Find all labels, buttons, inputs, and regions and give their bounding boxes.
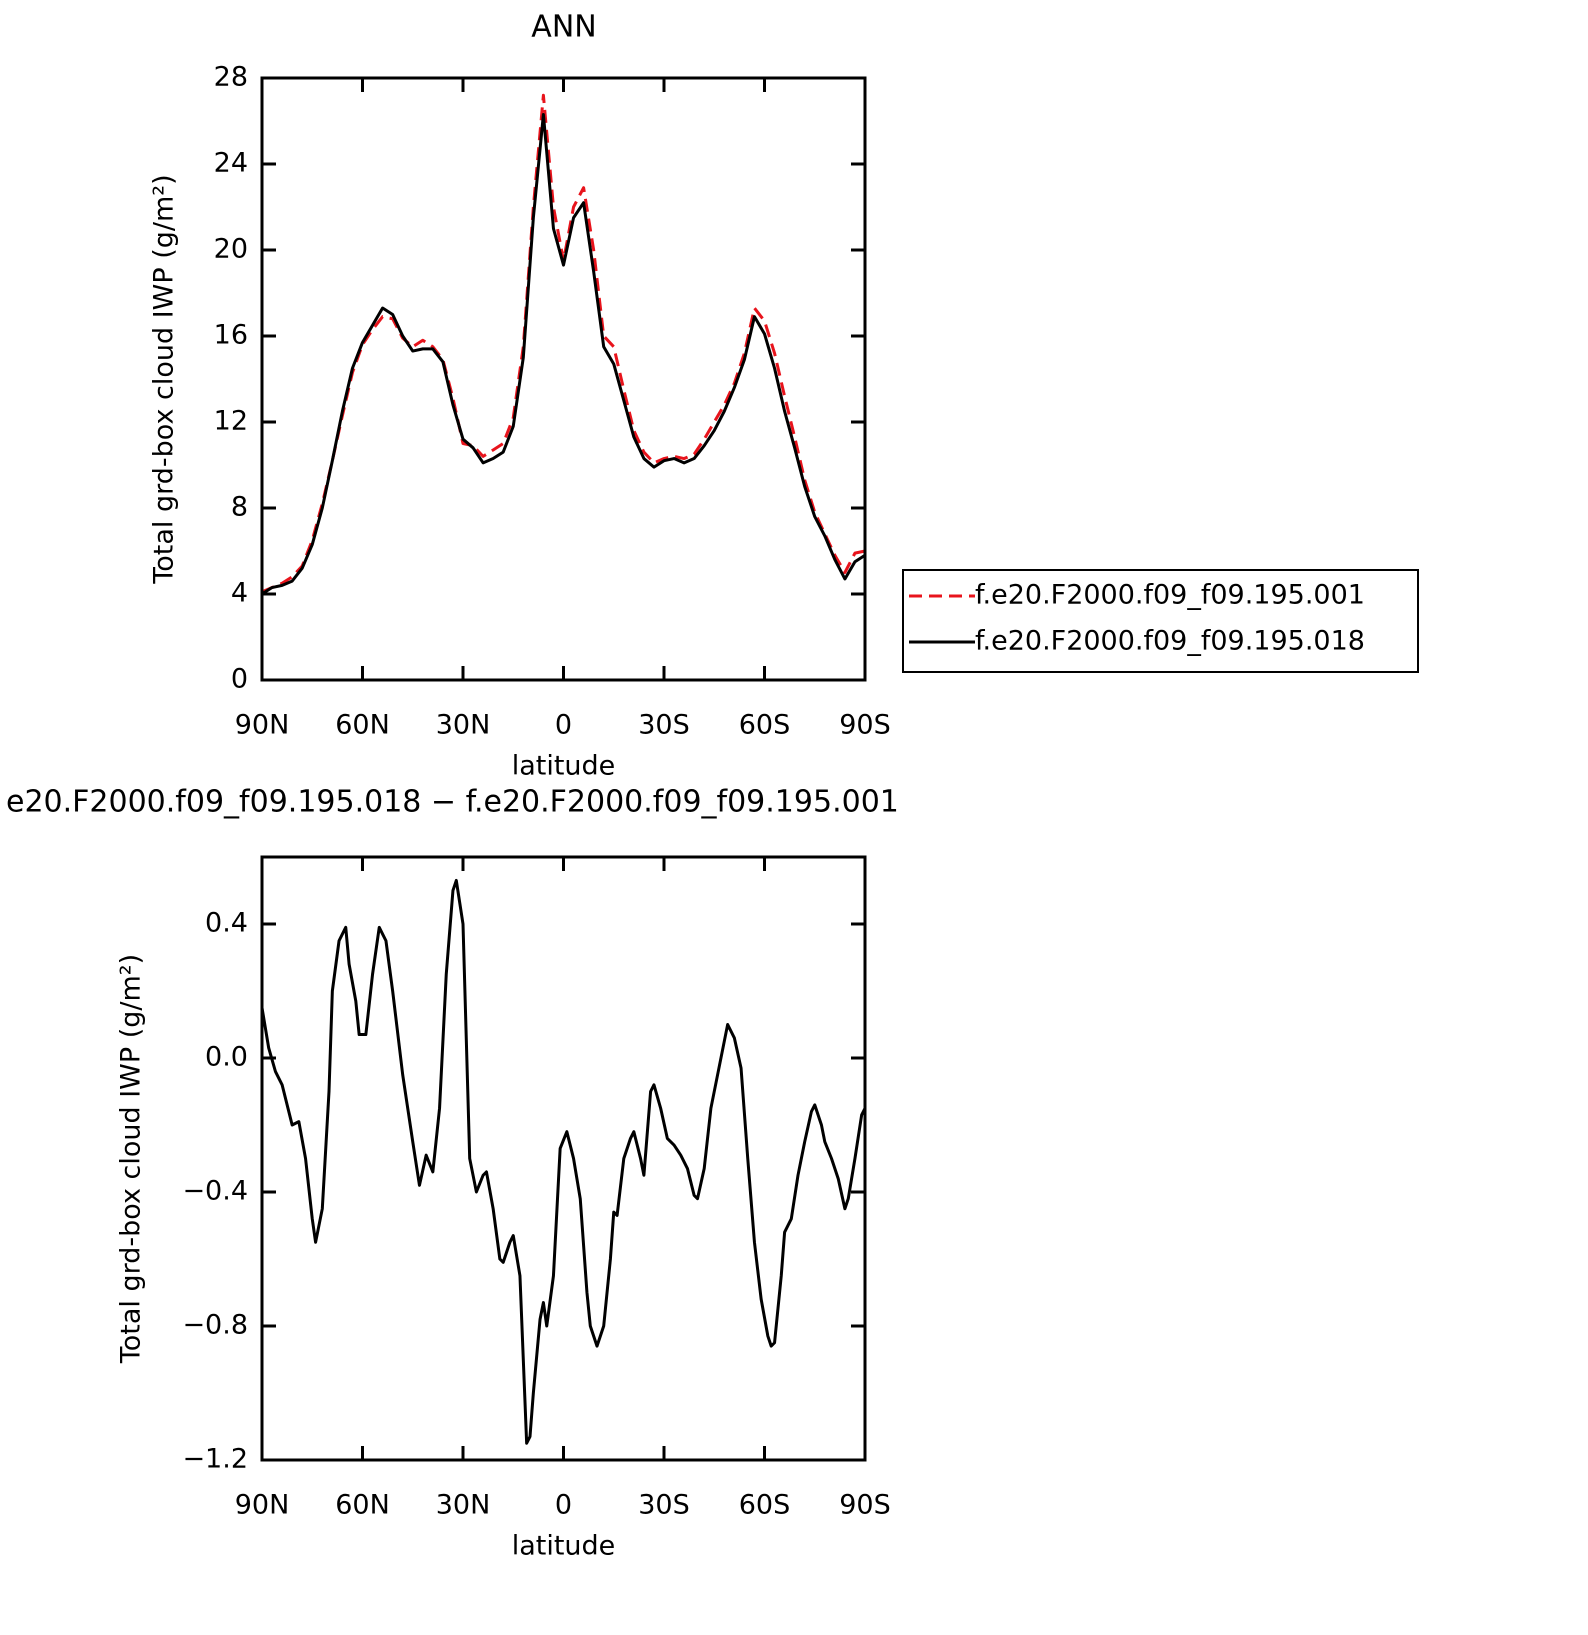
- y-tick-label: 12: [214, 406, 248, 437]
- x-axis-label: latitude: [512, 751, 616, 782]
- y-tick-label: 0.4: [205, 908, 248, 939]
- x-tick-label: 60S: [739, 710, 791, 741]
- series-line: [260, 878, 867, 1445]
- series-line: [261, 113, 866, 596]
- y-tick-label: 20: [214, 234, 248, 265]
- x-tick-label: 90S: [839, 710, 891, 741]
- x-tick-label: 60S: [739, 1490, 791, 1521]
- y-tick-label: −0.8: [182, 1310, 248, 1341]
- y-axis-label: Total grd-box cloud IWP (g/m²): [149, 174, 180, 584]
- x-tick-label: 90S: [839, 1490, 891, 1521]
- chart-title: e20.F2000.f09_f09.195.018 − f.e20.F2000.…: [6, 785, 899, 820]
- x-tick-label: 90N: [235, 1490, 290, 1521]
- x-tick-label: 0: [555, 1490, 572, 1521]
- x-tick-label: 60N: [335, 1490, 390, 1521]
- y-axis-label: Total grd-box cloud IWP (g/m²): [116, 954, 147, 1364]
- y-tick-label: 0.0: [205, 1042, 248, 1073]
- x-tick-label: 30S: [638, 1490, 690, 1521]
- y-tick-label: 4: [231, 578, 248, 609]
- x-tick-label: 0: [555, 710, 572, 741]
- series-line: [261, 93, 866, 594]
- y-tick-label: 28: [214, 62, 248, 93]
- y-tick-label: −0.4: [182, 1176, 248, 1207]
- x-tick-label: 60N: [335, 710, 390, 741]
- plot-frame: [260, 855, 867, 1462]
- x-tick-label: 30S: [638, 710, 690, 741]
- legend-label: f.e20.F2000.f09_f09.195.001: [975, 580, 1365, 611]
- y-tick-label: 16: [214, 320, 248, 351]
- x-tick-label: 30N: [436, 710, 491, 741]
- x-tick-label: 90N: [235, 710, 290, 741]
- legend-box: [902, 569, 1419, 673]
- x-tick-label: 30N: [436, 1490, 491, 1521]
- y-tick-label: 8: [231, 492, 248, 523]
- y-tick-label: 24: [214, 148, 248, 179]
- chart-title: ANN: [531, 10, 596, 45]
- x-axis-label: latitude: [512, 1531, 616, 1562]
- plot-frame: [260, 76, 867, 682]
- y-tick-label: 0: [231, 664, 248, 695]
- legend-label: f.e20.F2000.f09_f09.195.018: [975, 626, 1365, 657]
- y-tick-label: −1.2: [182, 1444, 248, 1475]
